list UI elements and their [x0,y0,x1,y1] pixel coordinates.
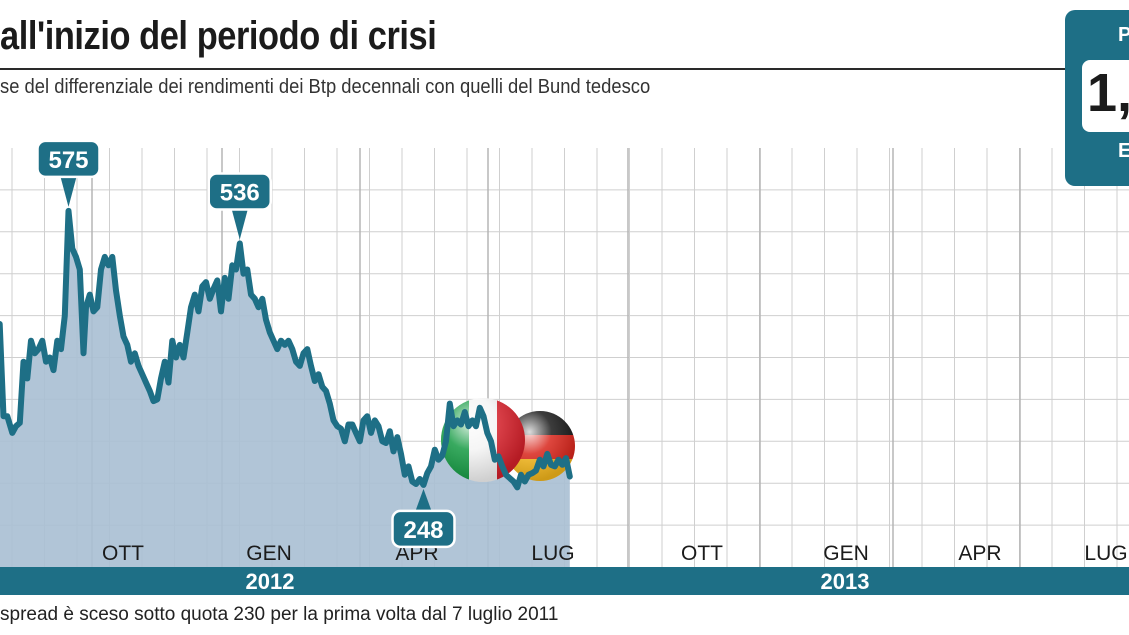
x-tick-label: APR [958,542,1001,565]
series-line [0,207,573,491]
footer-note: spread è sceso sotto quota 230 per la pr… [0,604,559,625]
x-tick-label: LUG [1084,542,1127,565]
annotations: 575 536 248 [36,139,456,549]
line-layer [0,207,573,491]
area-layer [0,210,570,567]
x-axis-ticks: OTT GEN APR LUG OTT GEN APR LUG [102,542,1128,565]
callout-pointer [60,176,77,207]
callout-248: 248 [391,488,456,549]
callout-box [391,509,456,549]
callout-box [36,139,101,179]
callout-pointer [415,488,432,511]
x-tick-label: GEN [823,542,869,565]
flags-illustration [441,398,575,482]
badge-value: 1, [1087,63,1129,123]
callout-pointer [231,209,248,240]
badge-top-text: P [1118,24,1129,46]
year-label-2013: 2013 [820,569,870,594]
x-tick-label: GEN [246,542,292,565]
year-bar [0,567,1129,595]
callout-box [207,172,272,211]
chart-subtitle: se del differenziale dei rendimenti dei … [0,76,651,98]
callout-575: 575 [36,139,101,207]
chart-title: all'inizio del periodo di crisi [0,14,437,58]
series-area [0,210,570,567]
title-rule [0,68,1080,70]
callout-536: 536 [207,172,272,240]
x-tick-label: LUG [531,542,574,565]
callout-value: 248 [403,517,443,544]
year-label-2012: 2012 [245,569,295,594]
callout-value: 536 [220,180,260,207]
badge-bottom-text: E [1118,140,1129,162]
x-tick-label: OTT [102,542,144,565]
x-tick-label: OTT [681,542,723,565]
callout-value: 575 [48,147,88,174]
badge-inner-panel [1082,60,1129,132]
